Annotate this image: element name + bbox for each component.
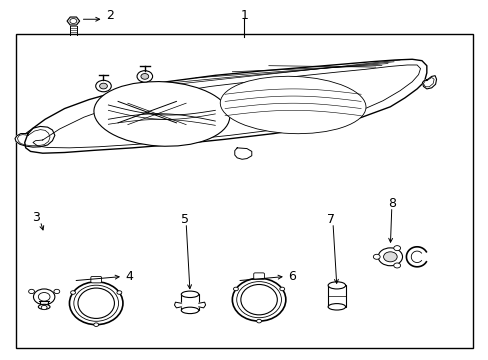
Circle shape — [393, 246, 400, 251]
Circle shape — [372, 254, 379, 259]
Ellipse shape — [38, 304, 50, 309]
Text: 1: 1 — [240, 9, 248, 22]
Text: 3: 3 — [32, 211, 40, 224]
Circle shape — [33, 289, 55, 305]
Ellipse shape — [236, 282, 281, 318]
Text: 7: 7 — [326, 213, 334, 226]
Circle shape — [377, 248, 402, 266]
Text: 6: 6 — [287, 270, 296, 283]
Polygon shape — [174, 302, 181, 308]
Circle shape — [29, 289, 34, 294]
Circle shape — [70, 18, 77, 23]
Polygon shape — [234, 148, 251, 159]
Circle shape — [70, 291, 75, 294]
Ellipse shape — [181, 307, 199, 314]
Ellipse shape — [327, 303, 345, 310]
Circle shape — [100, 83, 107, 89]
Circle shape — [256, 319, 261, 323]
Text: 8: 8 — [387, 197, 395, 210]
Ellipse shape — [232, 278, 285, 321]
Ellipse shape — [220, 76, 365, 134]
Bar — [181, 294, 199, 310]
Ellipse shape — [181, 291, 199, 297]
FancyBboxPatch shape — [253, 273, 264, 279]
Polygon shape — [15, 126, 55, 147]
Text: 4: 4 — [125, 270, 133, 283]
FancyBboxPatch shape — [91, 276, 102, 283]
Ellipse shape — [74, 285, 118, 321]
Ellipse shape — [327, 282, 345, 289]
Circle shape — [279, 287, 284, 291]
Bar — [16, 33, 472, 348]
Text: 5: 5 — [181, 213, 189, 226]
Polygon shape — [199, 302, 205, 308]
Bar — [327, 285, 345, 307]
Circle shape — [94, 323, 99, 327]
Circle shape — [137, 71, 152, 82]
Circle shape — [96, 80, 111, 92]
Polygon shape — [25, 59, 426, 153]
Polygon shape — [422, 76, 436, 89]
Text: 2: 2 — [106, 9, 114, 22]
Circle shape — [38, 293, 50, 301]
Circle shape — [393, 263, 400, 268]
Ellipse shape — [69, 282, 122, 325]
Circle shape — [141, 73, 148, 79]
Ellipse shape — [241, 284, 277, 315]
Circle shape — [383, 252, 396, 262]
Circle shape — [41, 305, 47, 310]
Circle shape — [233, 287, 238, 291]
Circle shape — [54, 289, 60, 294]
Ellipse shape — [78, 288, 114, 319]
Circle shape — [117, 291, 122, 294]
Ellipse shape — [94, 82, 229, 146]
